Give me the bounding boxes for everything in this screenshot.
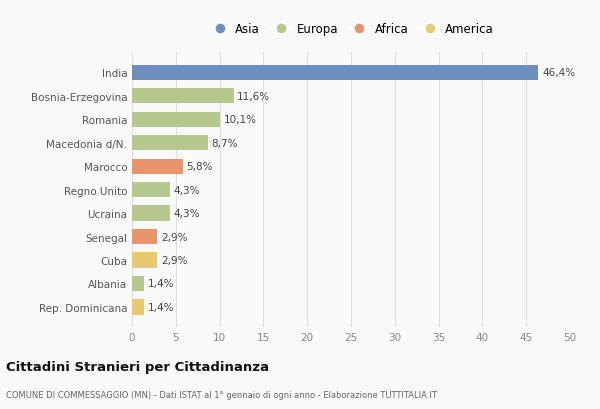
Text: 10,1%: 10,1% [224, 115, 257, 125]
Bar [132, 136, 208, 151]
Text: 2,9%: 2,9% [161, 232, 187, 242]
Bar [132, 112, 220, 128]
Legend: Asia, Europa, Africa, America: Asia, Europa, Africa, America [206, 21, 496, 38]
Bar [132, 159, 183, 174]
Text: 2,9%: 2,9% [161, 255, 187, 265]
Bar [132, 299, 144, 315]
Text: Cittadini Stranieri per Cittadinanza: Cittadini Stranieri per Cittadinanza [6, 360, 269, 373]
Bar [132, 65, 538, 81]
Bar [132, 182, 170, 198]
Text: COMUNE DI COMMESSAGGIO (MN) - Dati ISTAT al 1° gennaio di ogni anno - Elaborazio: COMUNE DI COMMESSAGGIO (MN) - Dati ISTAT… [6, 390, 437, 399]
Text: 5,8%: 5,8% [187, 162, 213, 172]
Text: 46,4%: 46,4% [542, 68, 575, 78]
Text: 8,7%: 8,7% [212, 138, 238, 148]
Bar [132, 89, 233, 104]
Text: 4,3%: 4,3% [173, 209, 200, 218]
Text: 1,4%: 1,4% [148, 302, 174, 312]
Text: 11,6%: 11,6% [237, 92, 270, 101]
Bar [132, 276, 144, 291]
Text: 4,3%: 4,3% [173, 185, 200, 195]
Bar [132, 253, 157, 268]
Text: 1,4%: 1,4% [148, 279, 174, 289]
Bar [132, 206, 170, 221]
Bar [132, 229, 157, 245]
